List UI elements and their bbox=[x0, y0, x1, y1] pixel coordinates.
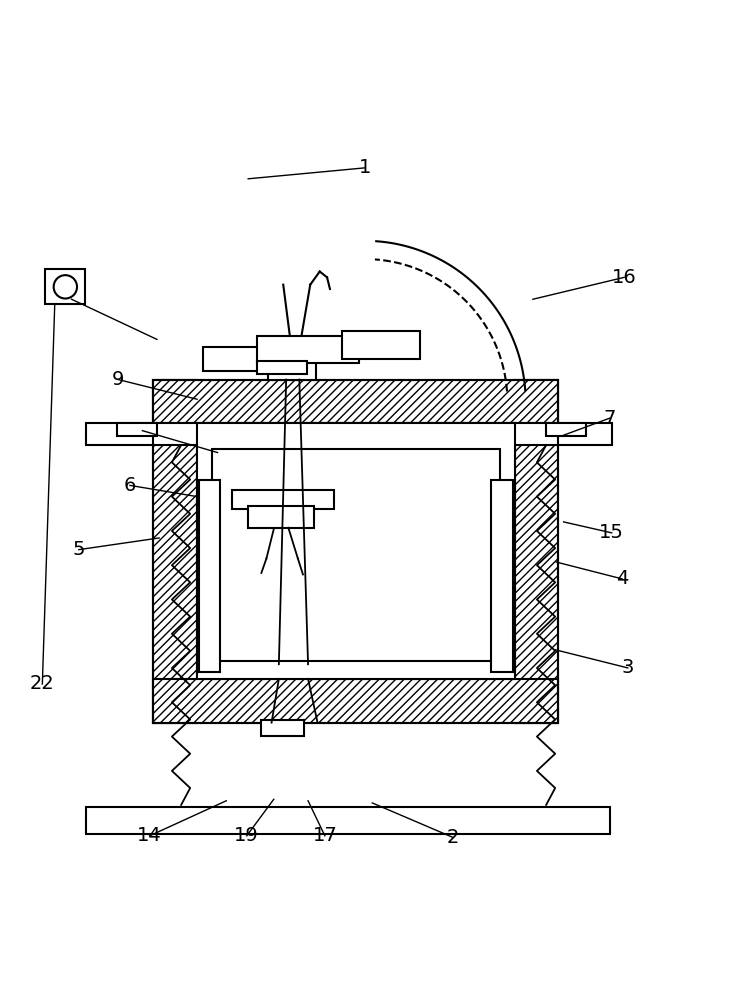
Bar bbox=[86, 807, 610, 834]
Bar bbox=[203, 347, 260, 371]
Bar bbox=[153, 380, 558, 723]
Text: 10: 10 bbox=[59, 290, 84, 309]
Bar bbox=[212, 449, 500, 661]
Bar bbox=[153, 679, 558, 723]
Text: 22: 22 bbox=[30, 674, 55, 693]
Text: 19: 19 bbox=[234, 826, 259, 845]
Text: 14: 14 bbox=[137, 826, 162, 845]
Text: 1: 1 bbox=[359, 158, 371, 177]
Text: 6: 6 bbox=[124, 476, 136, 495]
Bar bbox=[269, 349, 316, 380]
Bar bbox=[45, 269, 85, 304]
Text: 15: 15 bbox=[599, 523, 624, 542]
Text: 8: 8 bbox=[137, 421, 148, 440]
Bar bbox=[342, 331, 420, 359]
Bar bbox=[117, 423, 157, 436]
Bar bbox=[491, 480, 513, 672]
Text: 2: 2 bbox=[447, 828, 458, 847]
Bar bbox=[153, 380, 558, 423]
Bar bbox=[86, 423, 612, 445]
Bar bbox=[248, 506, 314, 528]
Bar bbox=[515, 380, 558, 723]
Bar bbox=[197, 423, 515, 679]
Bar bbox=[153, 380, 197, 723]
Text: 5: 5 bbox=[72, 540, 85, 559]
Bar bbox=[257, 336, 359, 363]
Text: 16: 16 bbox=[612, 268, 637, 287]
Text: 3: 3 bbox=[622, 658, 634, 677]
Text: 9: 9 bbox=[112, 370, 124, 389]
Bar bbox=[232, 490, 334, 509]
Text: 7: 7 bbox=[604, 409, 615, 428]
Text: 4: 4 bbox=[616, 569, 628, 588]
Text: 17: 17 bbox=[312, 826, 337, 845]
Bar bbox=[546, 423, 586, 436]
Bar bbox=[261, 720, 304, 736]
Bar bbox=[257, 361, 307, 374]
Bar bbox=[199, 480, 220, 672]
